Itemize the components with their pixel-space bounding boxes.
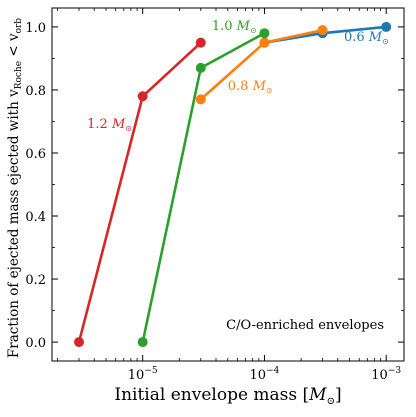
series-labels: 0.6 M⊙ 0.8 M⊙ 1.0 M⊙ 1.2 M⊙ bbox=[87, 19, 389, 133]
series-label: 0.6 M⊙ bbox=[344, 30, 389, 46]
data-point bbox=[259, 28, 270, 39]
data-point bbox=[74, 337, 85, 348]
series-line bbox=[77, 41, 202, 343]
series-label: 1.0 M⊙ bbox=[212, 19, 257, 35]
series-layer bbox=[74, 21, 392, 348]
series-label: 1.2 M⊙ bbox=[87, 117, 132, 133]
x-axis-label: Initial envelope mass [M⊙] bbox=[114, 385, 341, 407]
data-point bbox=[195, 62, 206, 73]
y-tick-label: 0.6 bbox=[25, 147, 46, 162]
data-point bbox=[137, 91, 148, 102]
data-point bbox=[381, 21, 392, 32]
annotation-text: C/O-enriched envelopes bbox=[226, 318, 384, 333]
data-point bbox=[137, 337, 148, 348]
data-point bbox=[317, 25, 328, 36]
x-tick-label: 10−3 bbox=[371, 366, 401, 383]
y-tick-label: 0.2 bbox=[25, 273, 46, 288]
series-label: 0.8 M⊙ bbox=[228, 79, 273, 95]
y-tick-label: 0.0 bbox=[25, 336, 46, 351]
plot-frame bbox=[51, 7, 405, 362]
y-tick-label: 1.0 bbox=[25, 21, 46, 36]
axis-ticks: 0.0 0.2 0.4 0.6 0.8 1.0 10−5 10−4 10−3 bbox=[25, 8, 404, 383]
y-axis-label: Fraction of ejected mass ejected with vR… bbox=[6, 18, 24, 358]
x-tick-label: 10−4 bbox=[250, 366, 280, 383]
y-tick-label: 0.8 bbox=[25, 84, 46, 99]
y-tick-label: 0.4 bbox=[25, 210, 46, 225]
data-point bbox=[195, 94, 206, 105]
data-point bbox=[259, 37, 270, 48]
x-tick-label: 10−5 bbox=[128, 366, 158, 383]
data-point bbox=[195, 37, 206, 48]
